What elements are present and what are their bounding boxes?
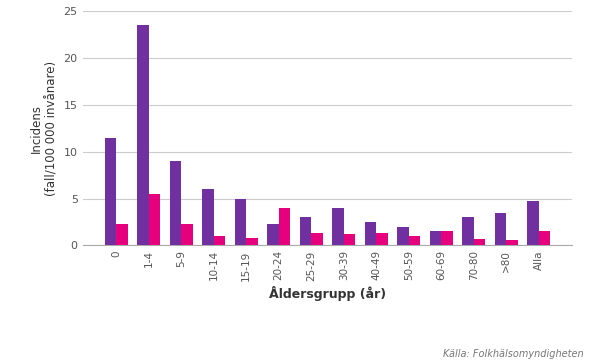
Bar — [463, 217, 474, 245]
Bar — [235, 199, 246, 245]
Bar — [246, 238, 258, 245]
Bar — [506, 240, 517, 245]
Bar — [441, 231, 453, 245]
Bar — [495, 213, 506, 245]
Bar — [300, 217, 311, 245]
Bar — [344, 234, 355, 245]
Text: Källa: Folkhälsomyndigheten: Källa: Folkhälsomyndigheten — [444, 349, 584, 359]
Bar — [116, 224, 127, 245]
Y-axis label: Incidens
(fall/100 000 invånare): Incidens (fall/100 000 invånare) — [30, 61, 58, 196]
Bar — [170, 161, 181, 245]
Bar — [397, 227, 409, 245]
Bar — [430, 231, 441, 245]
Bar — [137, 25, 149, 245]
Bar — [311, 233, 323, 245]
Bar — [278, 208, 290, 245]
Bar — [409, 236, 420, 245]
Bar — [181, 224, 192, 245]
Bar — [474, 239, 485, 245]
Bar — [149, 194, 160, 245]
Bar — [539, 231, 550, 245]
Bar — [332, 208, 344, 245]
Bar — [214, 236, 225, 245]
Bar — [365, 222, 376, 245]
Bar — [267, 224, 278, 245]
X-axis label: Åldersgrupp (år): Åldersgrupp (år) — [269, 286, 386, 301]
Bar — [202, 189, 214, 245]
Bar — [527, 201, 539, 245]
Bar — [376, 233, 388, 245]
Bar — [105, 138, 116, 245]
